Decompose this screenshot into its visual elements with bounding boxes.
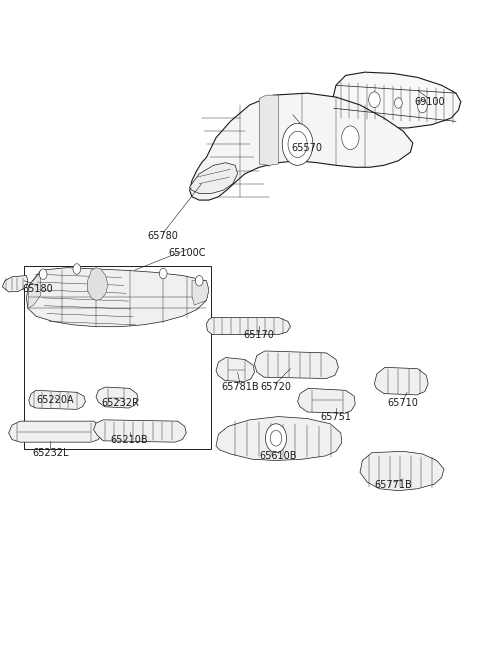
Text: 65232R: 65232R xyxy=(101,398,139,409)
Text: 65180: 65180 xyxy=(22,283,53,294)
Polygon shape xyxy=(29,390,85,409)
Polygon shape xyxy=(374,367,428,395)
Text: 65780: 65780 xyxy=(148,231,179,241)
Polygon shape xyxy=(9,421,102,442)
Circle shape xyxy=(342,126,359,150)
Circle shape xyxy=(282,123,313,165)
Polygon shape xyxy=(26,268,209,327)
Text: 69100: 69100 xyxy=(414,96,445,107)
Text: 65170: 65170 xyxy=(244,329,275,340)
Polygon shape xyxy=(254,351,338,379)
Circle shape xyxy=(39,269,47,279)
Polygon shape xyxy=(331,72,461,128)
Text: 65720: 65720 xyxy=(260,382,291,392)
Polygon shape xyxy=(298,388,355,413)
Text: 65771B: 65771B xyxy=(375,480,412,491)
Polygon shape xyxy=(360,451,444,491)
Polygon shape xyxy=(96,387,138,408)
Text: 65570: 65570 xyxy=(292,142,323,153)
Text: 65710: 65710 xyxy=(388,398,419,409)
Polygon shape xyxy=(192,281,209,305)
Circle shape xyxy=(270,430,282,446)
Polygon shape xyxy=(2,276,28,292)
Polygon shape xyxy=(24,266,211,449)
Polygon shape xyxy=(190,163,238,194)
Polygon shape xyxy=(94,420,186,442)
Text: 65210B: 65210B xyxy=(111,434,148,445)
Circle shape xyxy=(288,131,307,157)
Polygon shape xyxy=(259,95,278,165)
Text: 65751: 65751 xyxy=(321,411,351,422)
Polygon shape xyxy=(190,93,413,200)
Text: 65220A: 65220A xyxy=(36,395,74,405)
Circle shape xyxy=(369,92,380,108)
Text: 65781B: 65781B xyxy=(221,382,259,392)
Circle shape xyxy=(73,264,81,274)
Polygon shape xyxy=(206,318,290,335)
Polygon shape xyxy=(28,272,41,308)
Polygon shape xyxy=(87,268,108,300)
Circle shape xyxy=(265,424,287,453)
Polygon shape xyxy=(216,358,254,382)
Text: 65610B: 65610B xyxy=(260,451,297,461)
Text: 65232L: 65232L xyxy=(32,447,69,458)
Circle shape xyxy=(418,100,427,113)
Circle shape xyxy=(159,268,167,279)
Text: 65100C: 65100C xyxy=(168,247,206,258)
Polygon shape xyxy=(216,417,342,461)
Circle shape xyxy=(395,98,402,108)
Circle shape xyxy=(195,276,203,286)
